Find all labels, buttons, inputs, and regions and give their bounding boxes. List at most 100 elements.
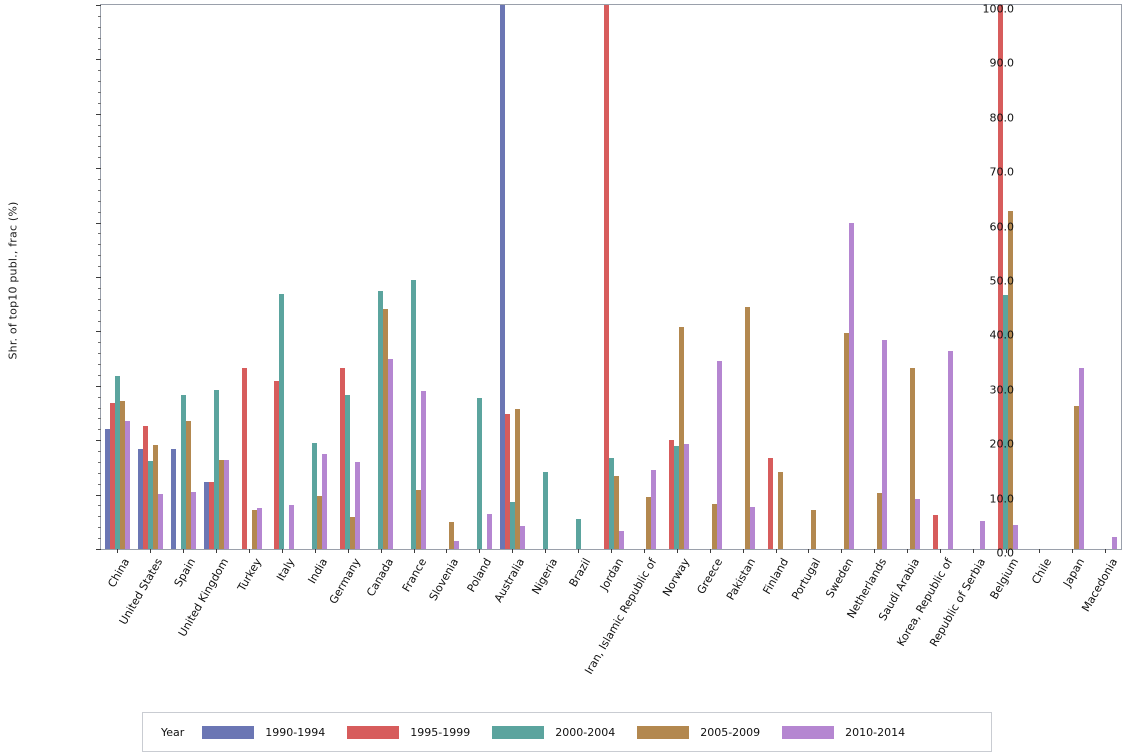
y-axis-minor-tick bbox=[98, 179, 101, 181]
x-axis-tick bbox=[216, 549, 218, 553]
x-axis-tick bbox=[1071, 549, 1073, 553]
y-axis-tick-label: 30.0 bbox=[989, 383, 1015, 397]
x-axis-tick bbox=[611, 549, 612, 553]
bar bbox=[1074, 406, 1080, 549]
bar bbox=[421, 391, 427, 549]
legend-label: 1990-1994 bbox=[265, 725, 326, 739]
legend-label: 2010-2014 bbox=[845, 725, 906, 739]
y-axis-tick bbox=[96, 494, 101, 496]
plot-area: 0.0 10.0 20.0 30.0 40.0 50.0 60.0 70.0 80.0 90.0 1… bbox=[96, 3, 1122, 560]
y-axis-tick-label: 10.0 bbox=[989, 492, 1015, 506]
y-axis-minor-tick bbox=[98, 15, 101, 17]
x-axis-tick bbox=[479, 549, 481, 553]
x-axis-tick-label: Portugal bbox=[789, 556, 824, 602]
x-axis-tick-label: Sweden bbox=[823, 556, 857, 601]
bar bbox=[476, 398, 482, 549]
bar bbox=[142, 426, 148, 549]
y-axis-minor-tick bbox=[98, 418, 101, 420]
bar bbox=[157, 493, 163, 549]
y-axis-minor-tick bbox=[98, 70, 101, 72]
bar bbox=[768, 458, 774, 549]
bar bbox=[274, 380, 280, 549]
bars-container bbox=[101, 5, 1121, 549]
y-axis-minor-tick bbox=[98, 233, 101, 235]
bar bbox=[750, 507, 756, 549]
bar bbox=[109, 402, 115, 549]
bar bbox=[712, 504, 718, 549]
legend-label: 1995-1999 bbox=[410, 725, 471, 739]
y-axis-tick bbox=[96, 385, 101, 387]
x-axis-tick-label: Brazil bbox=[566, 556, 594, 590]
y-axis-minor-tick bbox=[98, 135, 101, 137]
y-axis-tick bbox=[96, 168, 101, 170]
y-axis-tick bbox=[96, 222, 101, 224]
bar bbox=[745, 307, 751, 549]
bar bbox=[932, 515, 938, 549]
y-axis-tick-label: 20.0 bbox=[989, 437, 1015, 451]
bar bbox=[909, 368, 915, 549]
bar bbox=[104, 428, 110, 549]
x-axis-tick bbox=[512, 549, 514, 553]
x-axis-tick bbox=[150, 549, 152, 553]
x-axis-tick bbox=[643, 549, 645, 553]
bar bbox=[947, 350, 953, 549]
y-axis-tick bbox=[96, 59, 101, 61]
y-axis-tick bbox=[96, 549, 101, 550]
x-axis-tick bbox=[183, 549, 185, 553]
legend-entry[interactable]: 2005-2009 bbox=[637, 725, 760, 739]
bar bbox=[170, 448, 176, 549]
bar bbox=[453, 541, 459, 549]
legend-entry[interactable]: 1995-1999 bbox=[347, 725, 471, 739]
x-axis-tick-label: Jordan bbox=[597, 556, 627, 593]
y-axis-minor-tick bbox=[98, 287, 101, 289]
legend-swatch bbox=[782, 725, 835, 739]
legend-swatch bbox=[202, 725, 255, 739]
y-axis-title-text: Shr. of top10 publ., frac (%) bbox=[6, 200, 20, 360]
y-axis-minor-tick bbox=[98, 364, 101, 366]
y-axis-minor-tick bbox=[98, 527, 101, 529]
x-axis-tick bbox=[742, 549, 744, 553]
y-axis-minor-tick bbox=[98, 483, 101, 485]
bar bbox=[1013, 524, 1019, 549]
bar bbox=[137, 448, 143, 549]
y-axis-minor-tick bbox=[98, 451, 101, 453]
y-axis-minor-tick bbox=[98, 342, 101, 344]
bar bbox=[251, 509, 257, 549]
x-axis-tick bbox=[314, 549, 316, 553]
bar bbox=[499, 5, 505, 549]
legend-entry[interactable]: 1990-1994 bbox=[202, 725, 326, 739]
legend-entries: 1990-1994 1995-1999 2000-2004 2005-2009 2010… bbox=[202, 725, 927, 739]
legend-entry[interactable]: 2010-2014 bbox=[782, 725, 906, 739]
x-axis-tick bbox=[446, 549, 448, 553]
x-axis-tick bbox=[676, 549, 678, 553]
y-axis-minor-tick bbox=[98, 146, 101, 148]
legend-entry[interactable]: 2000-2004 bbox=[492, 725, 615, 739]
x-axis-tick bbox=[249, 549, 251, 553]
bar bbox=[317, 495, 323, 549]
y-axis-tick-label: 90.0 bbox=[989, 56, 1015, 70]
x-axis-tick bbox=[709, 549, 711, 553]
y-axis-tick-label: 0.0 bbox=[996, 546, 1015, 560]
x-axis-tick bbox=[413, 549, 415, 553]
y-axis-tick bbox=[96, 113, 101, 115]
x-axis-tick-label: France bbox=[399, 556, 429, 595]
y-axis-title: Shr. of top10 publ., frac (%) bbox=[0, 0, 26, 560]
y-axis-minor-tick bbox=[98, 92, 101, 94]
x-axis-tick-label: Poland bbox=[465, 556, 495, 595]
bar bbox=[679, 326, 685, 549]
bar bbox=[876, 492, 882, 549]
x-axis-tick-label: Norway bbox=[659, 556, 693, 599]
bar bbox=[383, 308, 389, 549]
bar bbox=[1003, 294, 1009, 549]
bar bbox=[203, 482, 209, 549]
bar bbox=[416, 489, 422, 549]
x-axis-tick bbox=[940, 549, 942, 553]
y-axis-minor-tick bbox=[98, 124, 101, 126]
chart-legend: Year 1990-1994 1995-1999 2000-2004 2005-200… bbox=[142, 712, 992, 752]
x-axis-tick bbox=[117, 549, 119, 553]
bar bbox=[980, 520, 986, 549]
y-axis-minor-tick bbox=[98, 309, 101, 311]
legend-swatch bbox=[637, 725, 690, 739]
y-axis-minor-tick bbox=[98, 244, 101, 246]
x-axis-tick bbox=[874, 549, 876, 553]
